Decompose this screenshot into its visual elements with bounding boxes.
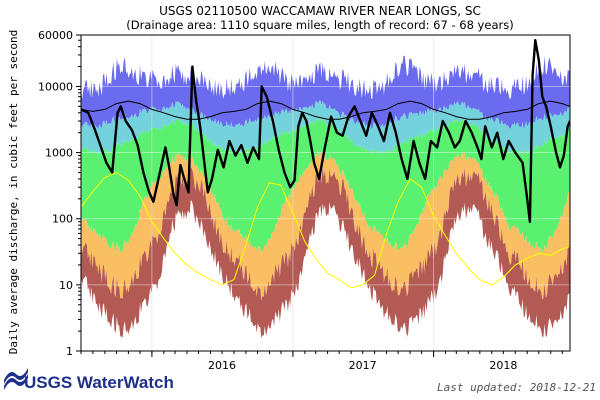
y-axis-label: Daily average discharge, in cubic feet p… — [7, 30, 20, 355]
x-axis: 2016 2017 2018 — [80, 351, 563, 372]
usgs-waterwatch-logo-text: USGS WaterWatch — [24, 373, 174, 392]
band-max — [81, 55, 570, 130]
x-tick-label: 2017 — [349, 359, 377, 372]
chart-subtitle: (Drainage area: 1110 square miles, lengt… — [126, 18, 513, 32]
last-updated-text: Last updated: 2018-12-21 — [437, 381, 596, 394]
y-tick-label: 1 — [66, 345, 73, 358]
band-p10 — [81, 166, 570, 339]
series-daily-line — [81, 39, 570, 224]
y-axis: 1 10 100 1000 10000 60000 — [38, 29, 81, 358]
y-tick-label: 10 — [59, 279, 73, 292]
y-tick-label: 100 — [52, 213, 73, 226]
y-tick-label: 10000 — [38, 80, 73, 93]
series-mean-line — [81, 100, 570, 120]
usgs-logo: USGS WaterWatch — [4, 368, 174, 392]
usgs-wave-icon — [4, 368, 28, 390]
series-min-line — [81, 172, 570, 289]
y-tick-label: 1000 — [45, 147, 73, 160]
plot-area: 1 10 100 1000 10000 60000 2016 2017 2018 — [38, 29, 571, 372]
x-tick-label: 2018 — [489, 359, 517, 372]
band-p25 — [81, 151, 570, 301]
y-tick-label: 60000 — [38, 29, 73, 42]
plot-frame — [80, 34, 571, 352]
series-lines — [81, 39, 570, 289]
x-tick-label: 2016 — [208, 359, 236, 372]
chart-title: USGS 02110500 WACCAMAW RIVER NEAR LONGS,… — [159, 4, 481, 18]
